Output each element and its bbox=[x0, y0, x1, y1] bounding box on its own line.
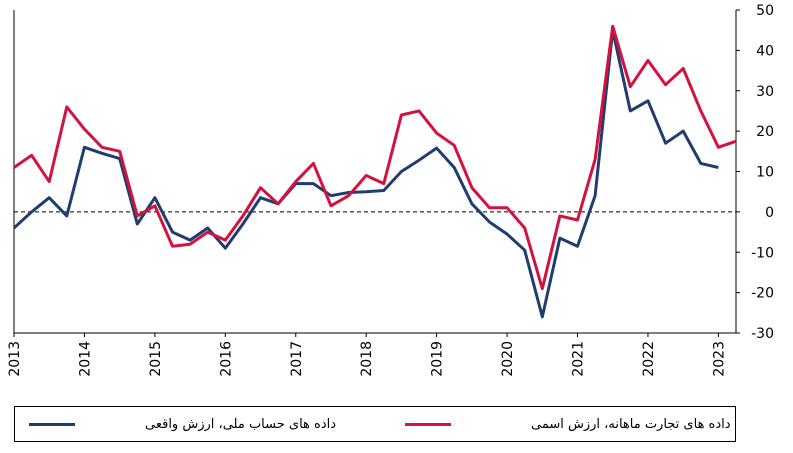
legend-label-series-1: داده های حساب ملی، ارزش واقعی bbox=[145, 416, 337, 432]
x-tick-label: 2014 bbox=[77, 341, 93, 377]
legend-swatch-series-1 bbox=[29, 422, 75, 426]
series-line-2 bbox=[13, 24, 737, 291]
x-tick-label: 2021 bbox=[571, 341, 587, 377]
y-tick-label: 10 bbox=[756, 165, 774, 181]
series-line-1 bbox=[12, 28, 719, 319]
y-tick-label: 30 bbox=[756, 84, 774, 100]
x-tick-label: 2023 bbox=[711, 341, 727, 377]
x-tick-label: 2018 bbox=[359, 341, 375, 377]
legend: داده های حساب ملی، ارزش واقعی داده های ت… bbox=[14, 406, 736, 442]
legend-item-series-1: داده های حساب ملی، ارزش واقعی bbox=[29, 407, 336, 441]
x-tick-label: 2015 bbox=[148, 341, 164, 377]
x-tick-label: 2016 bbox=[218, 341, 234, 377]
x-tick-label: 2013 bbox=[7, 341, 23, 377]
x-tick-label: 2017 bbox=[289, 341, 305, 377]
y-tick-label: 0 bbox=[765, 205, 774, 221]
y-tick-label: 20 bbox=[756, 124, 774, 140]
y-tick-label: 50 bbox=[756, 3, 774, 19]
x-tick-label: 2022 bbox=[641, 341, 657, 377]
legend-item-series-2: داده های تجارت ماهانه، ارزش اسمی bbox=[405, 407, 731, 441]
x-tick-label: 2019 bbox=[430, 341, 446, 377]
x-tick-label: 2020 bbox=[500, 341, 516, 377]
legend-swatch-series-2 bbox=[405, 422, 451, 426]
y-tick-label: -30 bbox=[751, 326, 774, 342]
legend-label-series-2: داده های تجارت ماهانه، ارزش اسمی bbox=[531, 416, 731, 432]
y-tick-label: -20 bbox=[751, 286, 774, 302]
y-tick-label: -10 bbox=[751, 245, 774, 261]
y-tick-label: 40 bbox=[756, 43, 774, 59]
